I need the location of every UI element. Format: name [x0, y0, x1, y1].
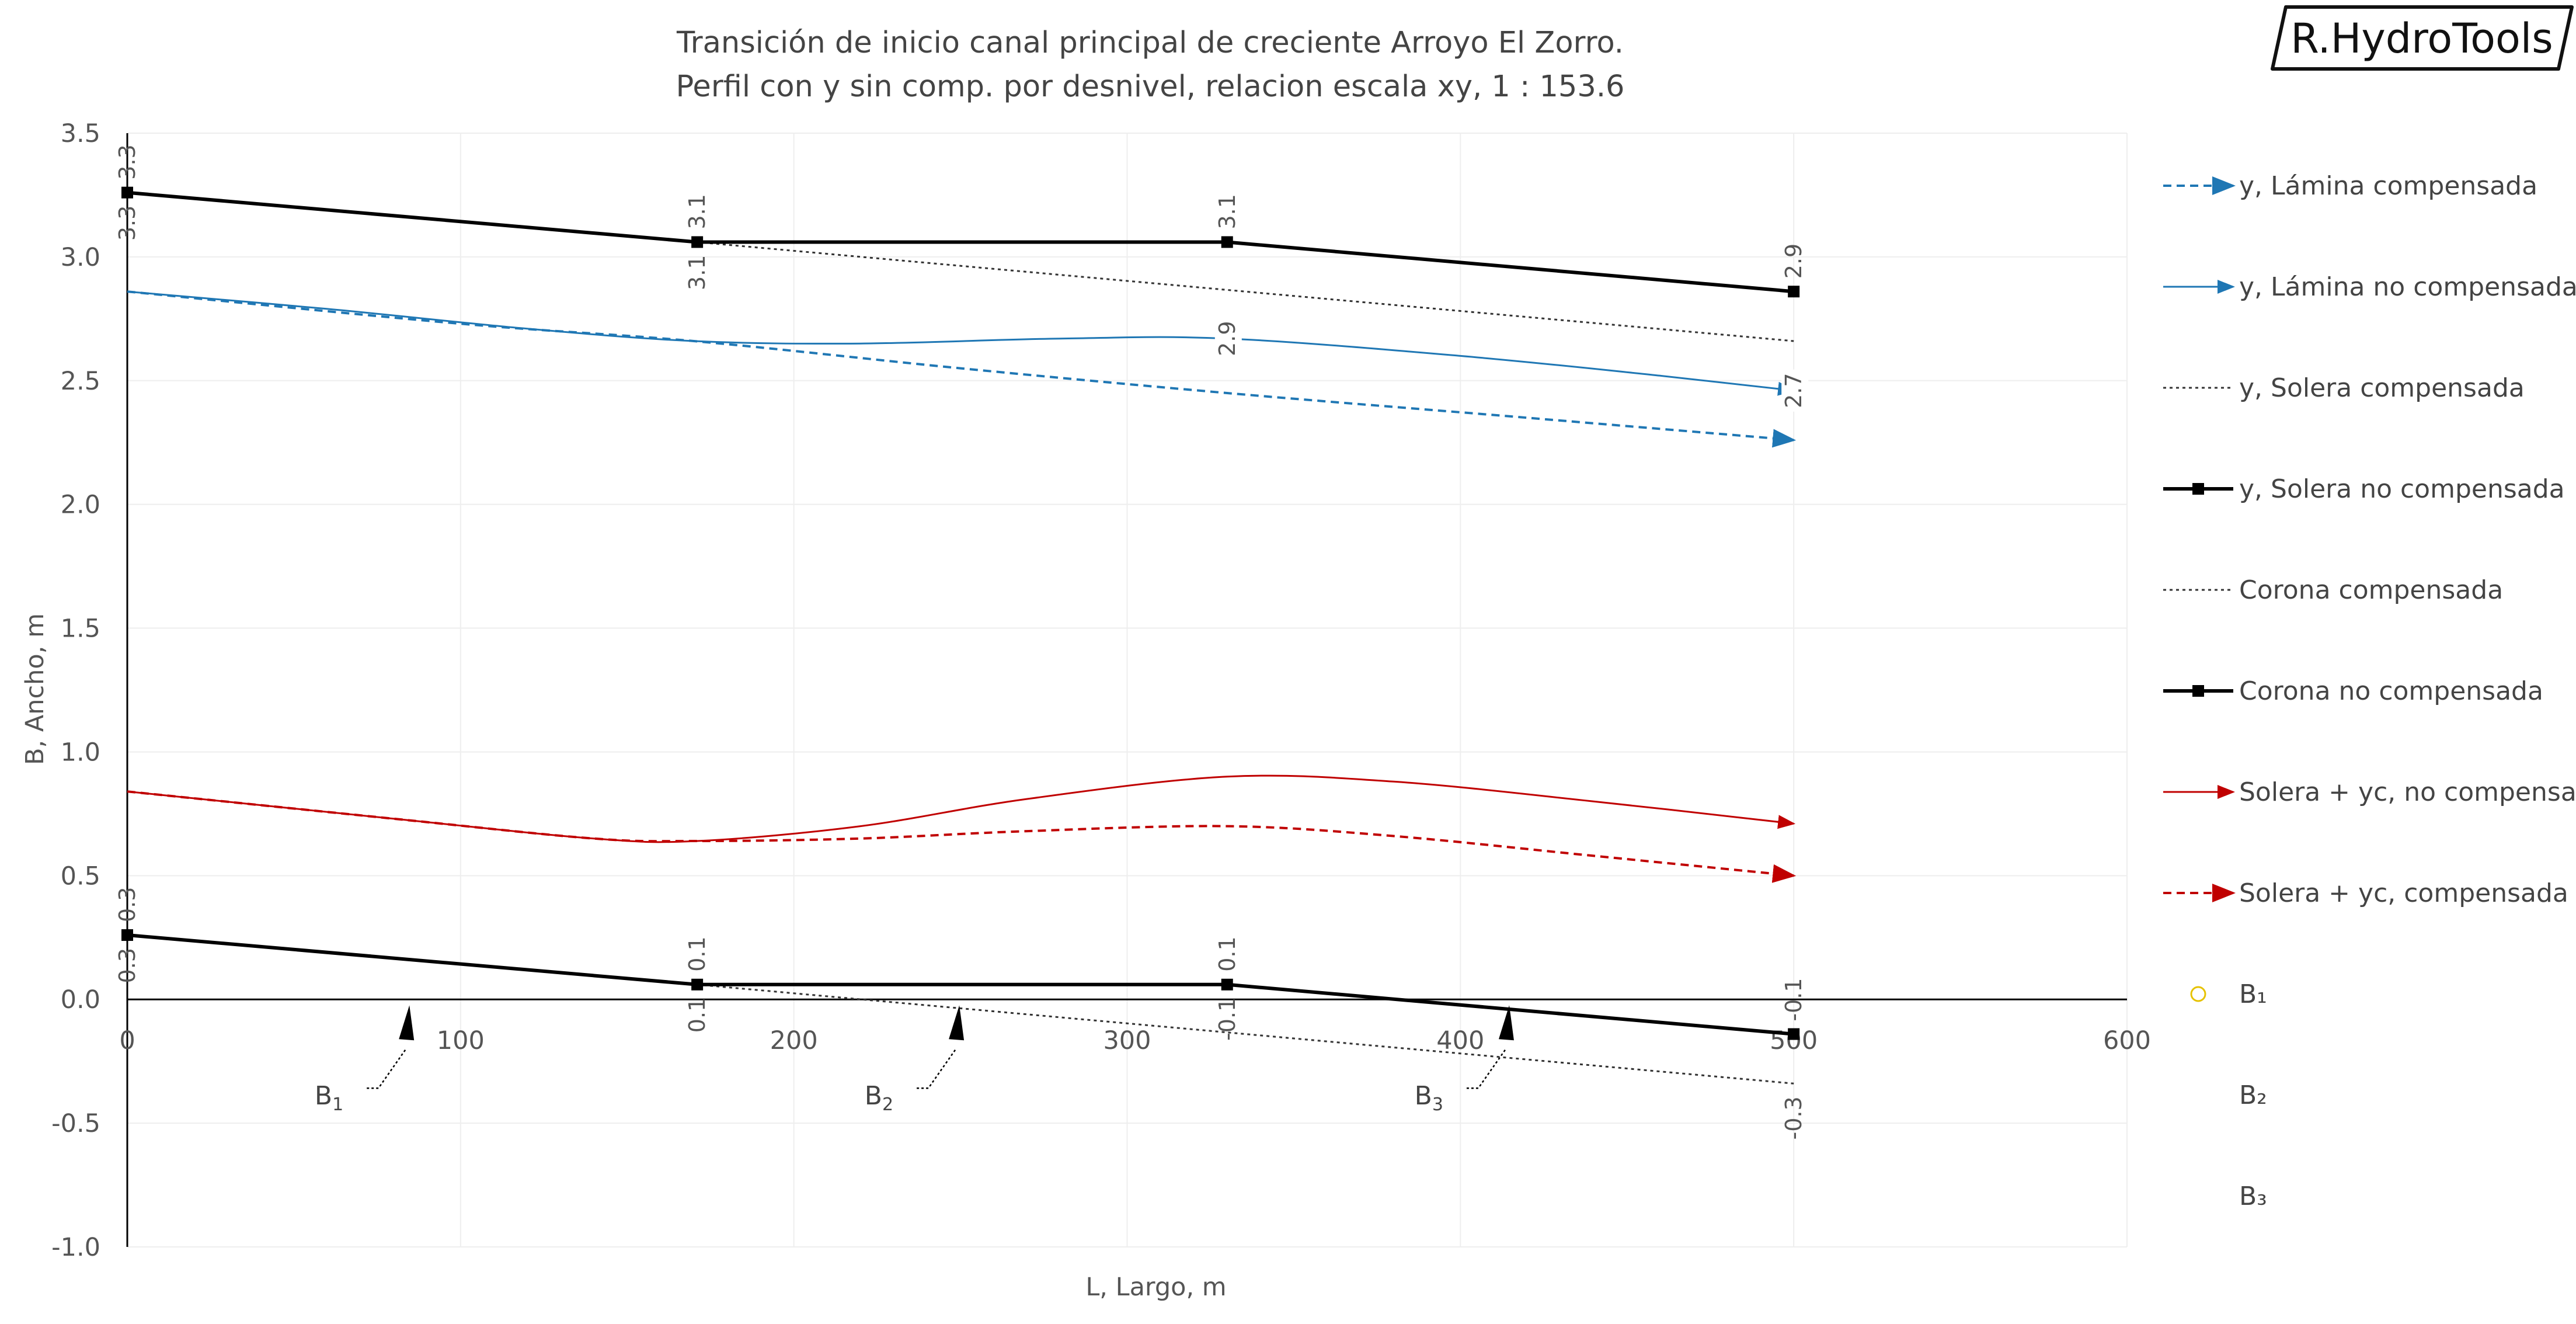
annotation-arrowhead [1498, 1005, 1514, 1041]
annotation-label: B1 [315, 1081, 343, 1115]
data-label: 3.1 [1214, 194, 1240, 229]
x-axis-label: L, Largo, m [1085, 1273, 1226, 1302]
legend-label: B₃ [2239, 1181, 2267, 1211]
series-line-y-lamina-compensada [127, 290, 1797, 448]
legend-swatch [2190, 986, 2206, 1002]
data-label: 0.1 [684, 998, 710, 1033]
logo: R.HydroTools [2271, 5, 2574, 71]
x-tick-label: 200 [770, 1026, 818, 1055]
series-point [121, 186, 133, 199]
data-label: 3.3 [114, 206, 140, 241]
y-tick-label: 2.5 [61, 367, 100, 396]
y-tick-label: 1.0 [61, 738, 100, 767]
chart-subtitle: Perfil con y sin comp. por desnivel, rel… [676, 69, 1625, 104]
annotation-leader [367, 1048, 407, 1089]
data-label: 2.7 [1781, 373, 1806, 408]
data-label: 3.3 [114, 144, 140, 179]
legend-swatch-marker [2192, 483, 2204, 495]
legend-item: Solera + yc, compensada [2163, 878, 2568, 908]
legend-label: B₁ [2239, 979, 2267, 1009]
legend-item: B₁ [2190, 979, 2267, 1009]
legend-item: y, Lámina compensada [2163, 171, 2537, 201]
series-line-solera-yc-compensada [127, 790, 1797, 883]
x-tick-label: 300 [1103, 1026, 1151, 1055]
legend: y, Lámina compensada y, Lámina no compens… [2163, 171, 2576, 1211]
data-label: 2.9 [1781, 244, 1806, 279]
x-tick-label: 600 [2103, 1026, 2151, 1055]
data-label: 0.1 [684, 936, 710, 971]
series-group [121, 186, 1800, 1085]
legend-label: Solera + yc, no compensada [2239, 777, 2576, 807]
series-line-y-lamina-no-compensada [127, 290, 1796, 396]
series-point [1788, 1028, 1800, 1040]
legend-label: Solera + yc, compensada [2239, 878, 2568, 908]
y-tick-label: 1.5 [61, 614, 100, 644]
annotation-label: B3 [1415, 1081, 1443, 1115]
y-axis-label: B, Ancho, m [20, 613, 50, 765]
annotation-leader [917, 1048, 957, 1089]
y-tick-label: -1.0 [51, 1233, 100, 1262]
data-label: 2.9 [1214, 321, 1240, 356]
legend-label: y, Lámina no compensada [2239, 272, 2576, 302]
y-tick-label: -0.5 [51, 1109, 100, 1138]
y-tick-label: 3.5 [61, 119, 100, 148]
legend-label: B₂ [2239, 1080, 2267, 1110]
legend-item: y, Solera compensada [2163, 373, 2525, 403]
axes: 0 100 200 300 400 500 6003.53.02.52.01.51.00.5… [51, 119, 2151, 1262]
series-line-solera-yc-no-compensada [127, 774, 1796, 843]
data-label: -0.3 [1781, 1096, 1806, 1139]
legend-label: Corona no compensada [2239, 676, 2543, 706]
data-label: -0.1 [1781, 978, 1806, 1021]
logo-text: R.HydroTools [2290, 15, 2553, 62]
legend-item: y, Lámina no compensada [2163, 272, 2576, 302]
chart-title: Transición de inicio canal principal de … [676, 26, 1624, 60]
series-point [691, 236, 704, 248]
x-tick-label: 400 [1436, 1026, 1484, 1055]
legend-item: y, Solera no compensada [2163, 474, 2565, 504]
legend-item: Corona compensada [2163, 575, 2503, 605]
legend-label: Corona compensada [2239, 575, 2503, 605]
legend-item: B₂ [2239, 1080, 2267, 1110]
y-tick-label: 0.0 [61, 985, 100, 1014]
y-tick-label: 3.0 [61, 243, 100, 272]
series-point [1788, 286, 1800, 298]
y-tick-label: 2.0 [61, 491, 100, 520]
series-line-corona-no-compensada [127, 933, 1794, 1036]
legend-label: y, Solera no compensada [2239, 474, 2565, 504]
data-label: -0.1 [1214, 998, 1240, 1041]
data-label: 0.3 [114, 948, 140, 983]
annotation-arrowhead [399, 1005, 415, 1041]
legend-item: Solera + yc, no compensada [2163, 777, 2576, 807]
gridlines [127, 133, 2128, 1247]
data-label-bg [1781, 369, 1809, 412]
annotation-label: B2 [865, 1081, 893, 1115]
data-label: 3.1 [684, 255, 710, 290]
data-label: 0.3 [114, 887, 140, 922]
annotation-leader [1466, 1048, 1506, 1089]
annotation-arrowhead [949, 1005, 965, 1041]
legend-item: Corona no compensada [2163, 676, 2543, 706]
series-point [691, 978, 704, 991]
data-label: 0.1 [1214, 936, 1240, 971]
series-point [1221, 978, 1233, 991]
data-label-bg [1214, 317, 1242, 360]
annotations: B1 B2 B3 [315, 1005, 1514, 1115]
data-labels: 3.3 3.3 3.1 3.1 3.1 2.9 2.9 2.7 0.3 0.3 0.1 0.1 0.1 -… [114, 144, 1809, 1139]
legend-item: B₃ [2239, 1181, 2267, 1211]
series-point [121, 929, 133, 941]
legend-swatch-marker [2192, 685, 2204, 697]
logo-frame [2271, 5, 2574, 71]
x-tick-label: 100 [437, 1026, 485, 1055]
series-line-y-solera-no-compensada [127, 190, 1794, 294]
y-tick-label: 0.5 [61, 861, 100, 891]
series-point [1221, 236, 1233, 248]
x-tick-label: 0 [119, 1026, 135, 1055]
legend-label: y, Lámina compensada [2239, 171, 2537, 201]
data-label: 3.1 [684, 194, 710, 229]
legend-label: y, Solera compensada [2239, 373, 2525, 403]
